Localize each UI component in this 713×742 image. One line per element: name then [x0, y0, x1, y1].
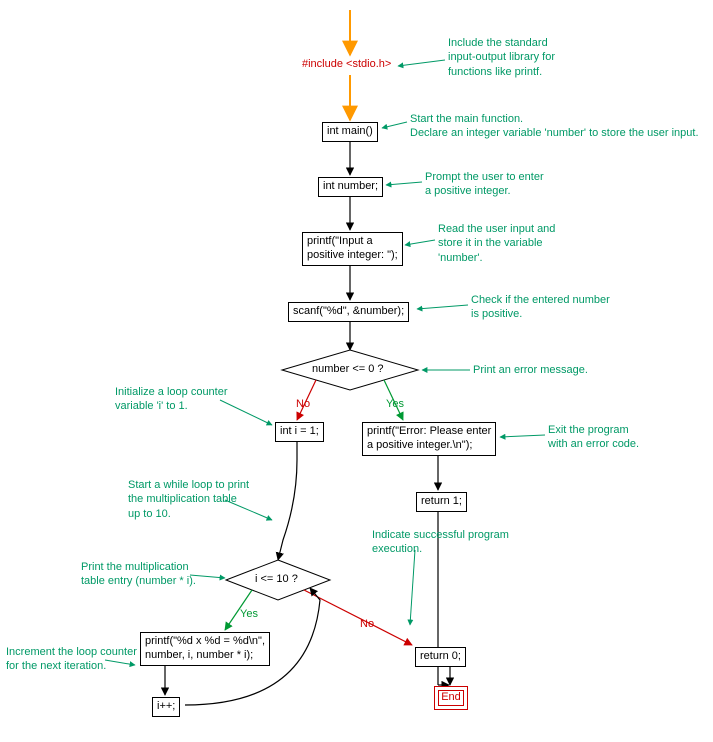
d1-yes-label: Yes	[386, 398, 404, 410]
node-return1: return 1;	[416, 492, 467, 512]
node-int-number: int number;	[318, 177, 383, 197]
node-printf-mul: printf("%d x %d = %d\n", number, i, numb…	[140, 632, 270, 666]
start-include: #include <stdio.h>	[302, 58, 391, 70]
node-end: End	[434, 686, 468, 710]
anno-number: Prompt the user to enter a positive inte…	[425, 170, 544, 199]
decision1-label: number <= 0 ?	[312, 363, 384, 375]
node-int-i: int i = 1;	[275, 422, 324, 442]
anno-d1: Print an error message.	[473, 363, 588, 377]
anno-int-i: Initialize a loop counter variable 'i' t…	[115, 385, 228, 414]
end-label: End	[435, 691, 467, 703]
node-return0: return 0;	[415, 647, 466, 667]
d2-no-label: No	[360, 618, 374, 630]
node-ipp: i++;	[152, 697, 180, 717]
node-scanf: scanf("%d", &number);	[288, 302, 409, 322]
node-int-main: int main()	[322, 122, 378, 142]
anno-printf-error: Exit the program with an error code.	[548, 423, 639, 452]
anno-scanf: Check if the entered number is positive.	[471, 293, 610, 322]
anno-loop-comment: Start a while loop to print the multipli…	[128, 478, 249, 521]
anno-main: Start the main function. Declare an inte…	[410, 112, 699, 141]
anno-d2-yes: Print the multiplication table entry (nu…	[81, 560, 196, 589]
anno-include: Include the standard input-output librar…	[448, 36, 555, 79]
anno-printf-mul: Increment the loop counter for the next …	[6, 645, 137, 674]
anno-printf-input: Read the user input and store it in the …	[438, 222, 555, 265]
decision2-label: i <= 10 ?	[255, 573, 298, 585]
node-printf-error: printf("Error: Please enter a positive i…	[362, 422, 496, 456]
d2-yes-label: Yes	[240, 608, 258, 620]
anno-d2-no: Indicate successful program execution.	[372, 528, 509, 557]
node-printf-input: printf("Input a positive integer: ");	[302, 232, 403, 266]
d1-no-label: No	[296, 398, 310, 410]
